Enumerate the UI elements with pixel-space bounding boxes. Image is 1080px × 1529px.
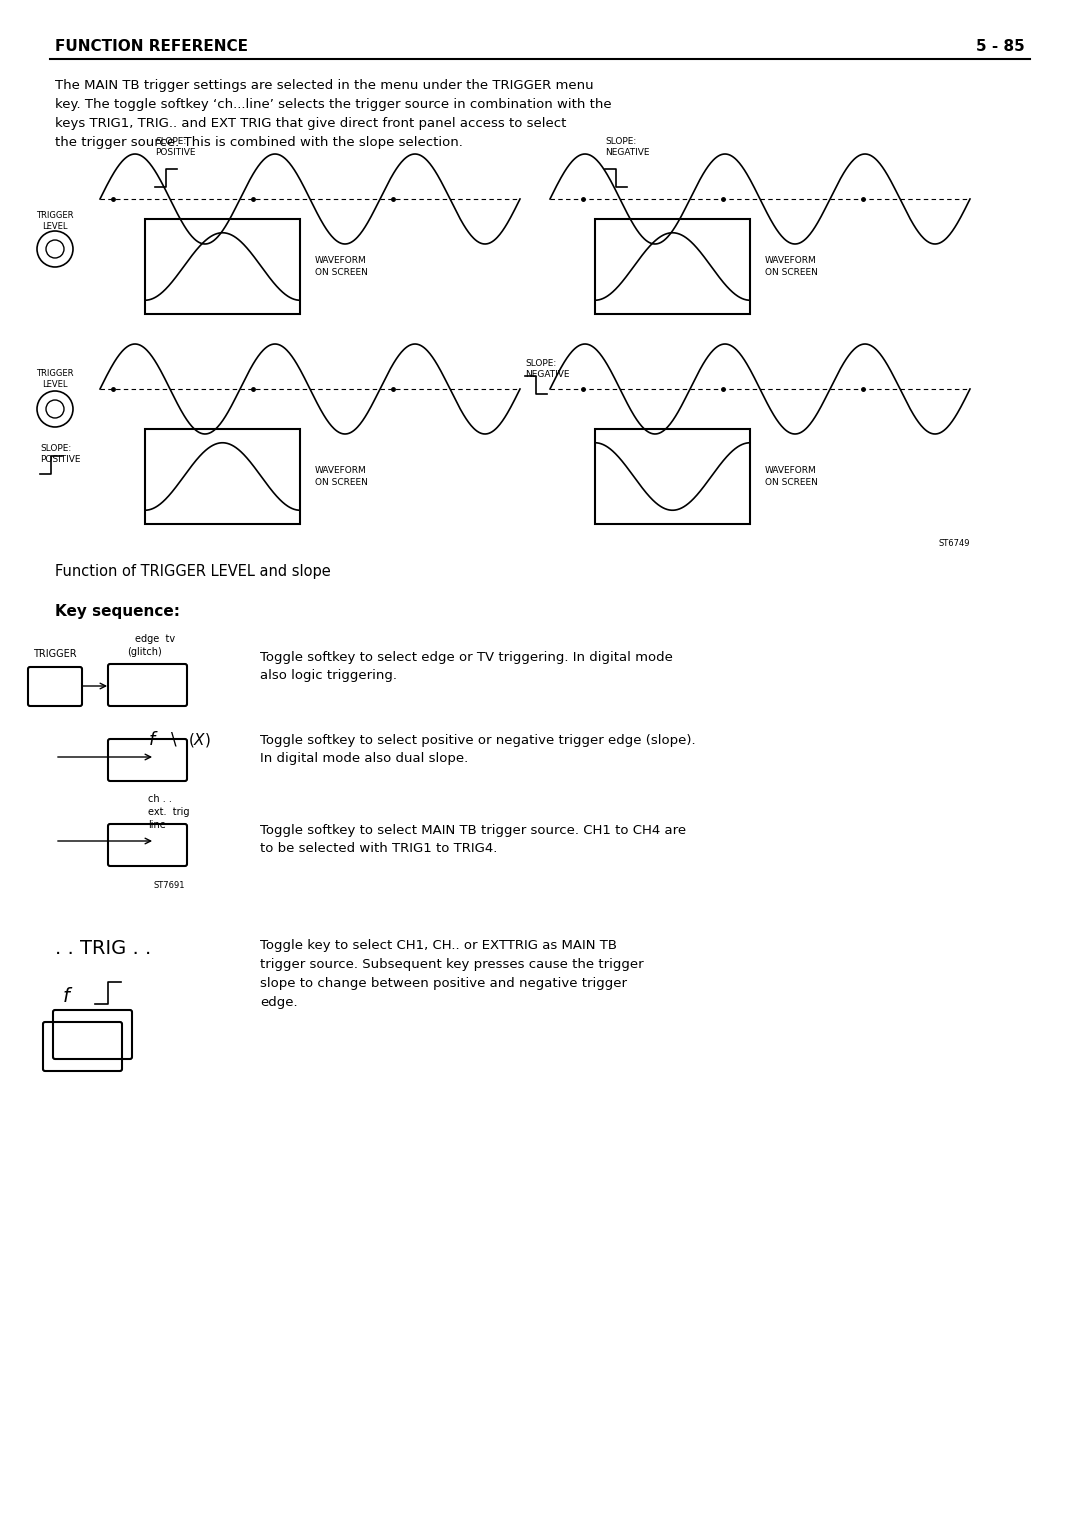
Text: SLOPE:
NEGATIVE: SLOPE: NEGATIVE	[525, 359, 569, 379]
Text: TRIGGER: TRIGGER	[33, 648, 77, 659]
Text: ST7691: ST7691	[153, 881, 185, 890]
Text: SLOPE:
POSITIVE: SLOPE: POSITIVE	[156, 138, 195, 157]
Text: $(X)$: $(X)$	[188, 731, 211, 749]
Text: Toggle softkey to select edge or TV triggering. In digital mode
also logic trigg: Toggle softkey to select edge or TV trig…	[260, 651, 673, 682]
Text: FUNCTION REFERENCE: FUNCTION REFERENCE	[55, 40, 248, 54]
Text: ST6749: ST6749	[939, 540, 970, 547]
Bar	[595, 430, 750, 524]
Bar	[595, 219, 750, 313]
Text: 5 - 85: 5 - 85	[976, 40, 1025, 54]
Text: Function of TRIGGER LEVEL and slope: Function of TRIGGER LEVEL and slope	[55, 564, 330, 579]
Text: . . TRIG . .: . . TRIG . .	[55, 939, 151, 959]
Text: edge  tv: edge tv	[135, 635, 175, 644]
Text: ch . .
ext.  trig
line: ch . . ext. trig line	[148, 794, 189, 830]
Bar	[145, 430, 300, 524]
Text: $\backslash$: $\backslash$	[170, 731, 177, 749]
Text: WAVEFORM
ON SCREEN: WAVEFORM ON SCREEN	[315, 257, 368, 277]
Text: The MAIN TB trigger settings are selected in the menu under the TRIGGER menu
key: The MAIN TB trigger settings are selecte…	[55, 80, 611, 148]
Text: SLOPE:
POSITIVE: SLOPE: POSITIVE	[40, 443, 81, 465]
Text: Key sequence:: Key sequence:	[55, 604, 180, 619]
Text: TRIGGER
LEVEL: TRIGGER LEVEL	[37, 211, 73, 231]
Text: $f$: $f$	[148, 731, 159, 749]
Bar	[145, 219, 300, 313]
Text: TRIGGER
LEVEL: TRIGGER LEVEL	[37, 368, 73, 388]
Text: Toggle key to select CH1, CH.. or EXTTRIG as MAIN TB
trigger source. Subsequent : Toggle key to select CH1, CH.. or EXTTRI…	[260, 939, 644, 1009]
Text: Toggle softkey to select MAIN TB trigger source. CH1 to CH4 are
to be selected w: Toggle softkey to select MAIN TB trigger…	[260, 824, 686, 855]
Text: SLOPE:
NEGATIVE: SLOPE: NEGATIVE	[605, 138, 649, 157]
Text: WAVEFORM
ON SCREEN: WAVEFORM ON SCREEN	[315, 466, 368, 486]
Text: WAVEFORM
ON SCREEN: WAVEFORM ON SCREEN	[765, 257, 818, 277]
Text: WAVEFORM
ON SCREEN: WAVEFORM ON SCREEN	[765, 466, 818, 486]
Text: $f$: $f$	[62, 988, 73, 1006]
Text: (glitch): (glitch)	[127, 647, 162, 657]
Text: Toggle softkey to select positive or negative trigger edge (slope).
In digital m: Toggle softkey to select positive or neg…	[260, 734, 696, 764]
